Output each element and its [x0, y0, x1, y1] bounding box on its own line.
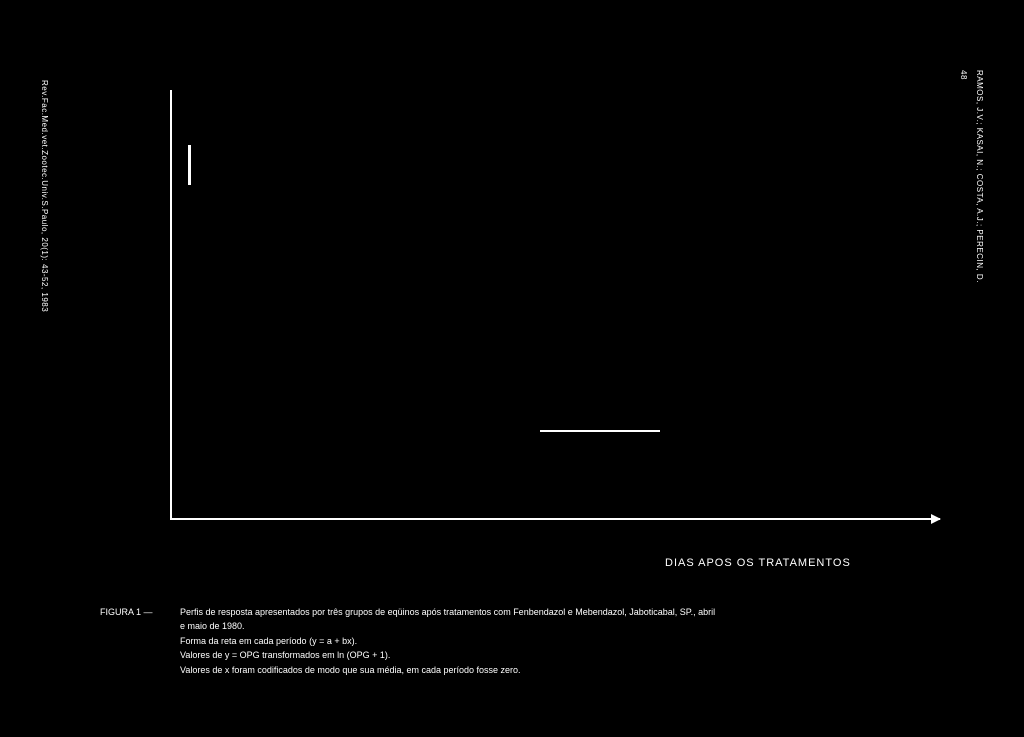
x-axis-line — [170, 518, 940, 520]
caption-line-2: e maio de 1980. — [100, 619, 960, 633]
y-axis-line — [170, 90, 172, 520]
figure-label: FIGURA 1 — — [100, 605, 180, 619]
caption-line-4: Valores de y = OPG transformados em ln (… — [100, 648, 960, 662]
caption-line-5: Valores de x foram codificados de modo q… — [100, 663, 960, 677]
legend-line-sample — [540, 430, 660, 432]
x-axis-label: DIAS APOS OS TRATAMENTOS — [665, 557, 851, 569]
data-trace-fragment — [188, 145, 191, 185]
journal-citation: Rev.Fac.Med.vet.Zootec.Univ.S.Paulo, 20(… — [40, 80, 49, 312]
figure-caption: FIGURA 1 — Perfis de resposta apresentad… — [100, 605, 960, 677]
chart-plot-area — [170, 90, 940, 520]
caption-line-3: Forma da reta em cada período (y = a + b… — [100, 634, 960, 648]
page-number: 48 — [959, 70, 968, 80]
caption-line-1: Perfis de resposta apresentados por três… — [180, 605, 960, 619]
authors-list: RAMOS, J.V.; KASAI, N.; COSTA, A.J.; PER… — [975, 70, 984, 283]
